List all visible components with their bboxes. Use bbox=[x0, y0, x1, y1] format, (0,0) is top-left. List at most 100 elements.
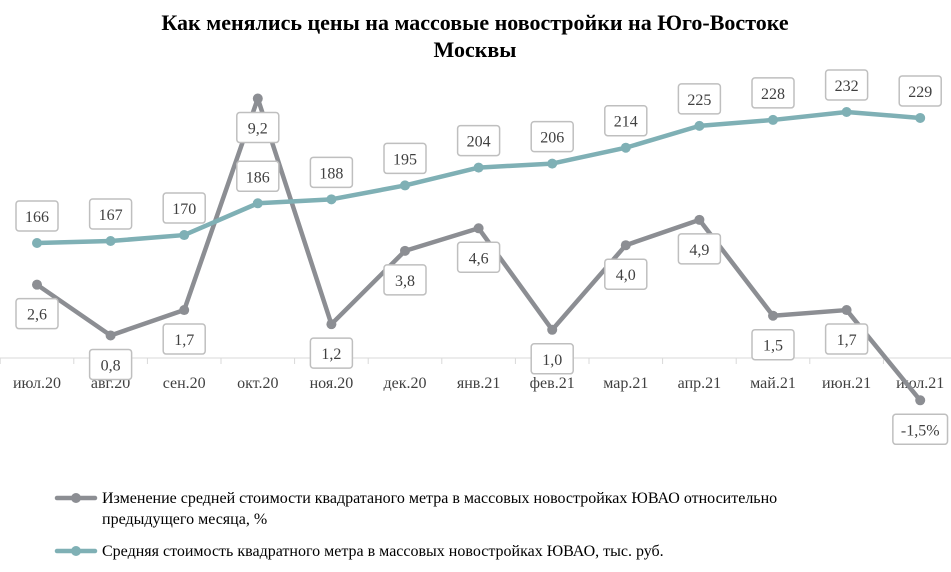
data-point bbox=[620, 240, 631, 251]
legend-entry-text: Средняя стоимость квадратного метра в ма… bbox=[102, 543, 664, 560]
x-tick-label: май.21 bbox=[750, 375, 796, 392]
data-point bbox=[252, 198, 263, 209]
chart-title-line-2: Москвы bbox=[434, 37, 517, 62]
legend-entry-text: предыдущего месяца, % bbox=[102, 511, 267, 528]
data-point bbox=[915, 112, 926, 123]
data-label-box bbox=[309, 156, 354, 189]
data-point bbox=[473, 162, 484, 173]
data-point bbox=[694, 120, 705, 131]
data-point bbox=[841, 305, 852, 316]
x-tick-label: июн.21 bbox=[822, 375, 871, 392]
data-label-box bbox=[530, 120, 574, 153]
x-axis-ticks: июл.20 авг.20 сен.20 окт.20 ноя.20 дек.20 янв.… bbox=[0, 358, 944, 392]
data-label: 1,2 bbox=[321, 346, 341, 363]
data-label: 195 bbox=[393, 151, 417, 168]
data-label: 4,9 bbox=[689, 242, 709, 259]
x-tick-label: янв.21 bbox=[457, 375, 500, 392]
series-avg-price bbox=[32, 106, 926, 248]
data-label-box bbox=[751, 328, 795, 361]
data-label: 232 bbox=[835, 78, 859, 95]
data-label-box bbox=[751, 77, 795, 109]
data-point bbox=[768, 310, 778, 321]
data-label: 204 bbox=[467, 134, 491, 151]
x-tick-label: дек.20 bbox=[383, 375, 426, 392]
data-point bbox=[694, 214, 705, 225]
data-label-box bbox=[898, 75, 942, 107]
data-point bbox=[252, 93, 263, 104]
data-label-box bbox=[236, 160, 280, 193]
x-tick-label: ноя.20 bbox=[310, 375, 354, 392]
data-label-box bbox=[530, 343, 574, 375]
data-point bbox=[105, 330, 116, 341]
x-tick-label: мар.21 bbox=[603, 375, 648, 392]
data-label: 214 bbox=[614, 114, 638, 131]
data-label: 1,5 bbox=[763, 338, 783, 355]
data-label-box bbox=[824, 323, 869, 355]
data-label: 225 bbox=[687, 92, 711, 109]
legend-swatch-marker bbox=[71, 546, 81, 556]
data-label: 4,0 bbox=[616, 267, 636, 284]
data-label-box bbox=[383, 264, 427, 296]
data-label-box bbox=[456, 124, 501, 157]
data-label-box bbox=[892, 413, 949, 446]
legend: Изменение средней стоимости квадратаного… bbox=[54, 490, 777, 560]
data-point bbox=[473, 223, 484, 234]
chart-title-line-1: Как менялись цены на массовые новостройк… bbox=[161, 10, 788, 35]
data-label: 170 bbox=[172, 201, 196, 218]
data-label: 186 bbox=[246, 169, 270, 186]
data-label-box bbox=[383, 142, 427, 175]
data-labels: 2,6 0,8 1,7 9,2 1,2 3,8 4,6 1,0 4,0 4,9 1,5 1,7 -1,5… bbox=[15, 69, 949, 446]
data-label-box bbox=[88, 348, 133, 381]
data-point bbox=[915, 395, 926, 406]
data-label: 2,6 bbox=[27, 307, 47, 324]
data-label: 9,2 bbox=[248, 121, 268, 138]
data-point bbox=[179, 230, 190, 241]
x-tick-label: сен.20 bbox=[163, 375, 206, 392]
data-label-box bbox=[162, 192, 206, 224]
data-label-box bbox=[236, 111, 280, 144]
data-point bbox=[620, 142, 631, 153]
x-tick-label: окт.20 bbox=[237, 375, 278, 392]
data-label: 1,7 bbox=[174, 332, 194, 349]
legend-swatch-marker bbox=[71, 493, 81, 503]
data-label-box bbox=[15, 200, 59, 232]
data-label: 167 bbox=[99, 207, 123, 224]
data-label-box bbox=[677, 233, 722, 265]
data-point bbox=[768, 114, 778, 125]
data-label: 0,8 bbox=[101, 357, 121, 374]
data-label: 206 bbox=[540, 130, 564, 147]
data-label: 228 bbox=[761, 86, 785, 103]
x-tick-label: апр.21 bbox=[678, 375, 721, 392]
data-point bbox=[400, 180, 410, 191]
data-label: 4,6 bbox=[469, 250, 489, 267]
data-label: 3,8 bbox=[395, 273, 415, 290]
legend-entry-text: Изменение средней стоимости квадратаного… bbox=[102, 490, 777, 507]
x-tick-label: июл.20 bbox=[13, 375, 61, 392]
data-label: 166 bbox=[25, 209, 49, 226]
data-label: 1,0 bbox=[542, 352, 562, 369]
series-percent-change bbox=[32, 93, 926, 406]
data-point bbox=[179, 305, 190, 316]
data-point bbox=[547, 158, 558, 169]
data-label-box bbox=[456, 241, 501, 274]
data-point bbox=[326, 194, 337, 205]
data-label: 188 bbox=[319, 165, 343, 182]
data-point bbox=[32, 238, 42, 248]
data-point bbox=[326, 319, 337, 330]
data-label-box bbox=[15, 297, 59, 330]
data-label-box bbox=[604, 104, 648, 137]
data-label: 229 bbox=[908, 84, 932, 101]
data-label: -1,5% bbox=[901, 422, 940, 439]
data-point bbox=[841, 106, 852, 117]
data-point bbox=[105, 236, 116, 247]
data-label-box bbox=[677, 83, 722, 115]
data-label-box bbox=[162, 323, 206, 355]
x-tick-label: фев.21 bbox=[530, 375, 575, 392]
data-label-box bbox=[604, 258, 648, 290]
data-point bbox=[547, 324, 558, 335]
data-label-box bbox=[88, 198, 133, 230]
data-label-box bbox=[824, 69, 869, 101]
data-label: 1,7 bbox=[837, 332, 857, 349]
data-point bbox=[32, 279, 42, 290]
